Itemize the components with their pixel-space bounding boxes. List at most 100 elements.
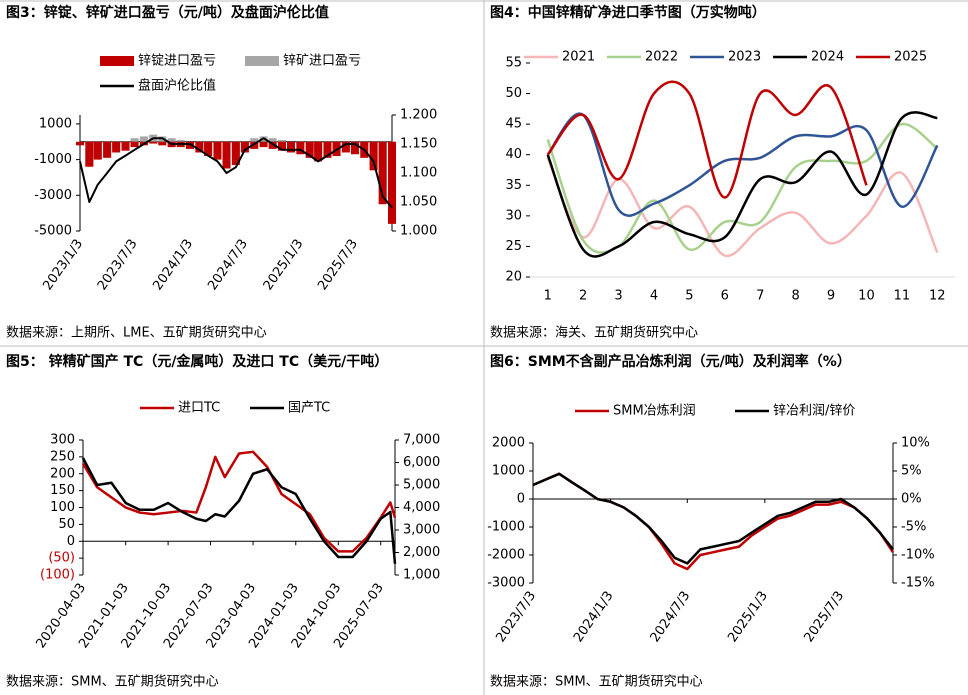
y-tick-label: 1000	[492, 464, 525, 479]
series-line	[546, 157, 939, 257]
legend-label: 国产TC	[288, 401, 330, 416]
bar	[277, 141, 286, 151]
y2-tick-label: 2,000	[403, 545, 440, 560]
x-tick-label: 2023/7/3	[95, 237, 141, 293]
series-line	[532, 472, 894, 565]
bar	[204, 141, 213, 157]
legend-label: 盘面沪伦比值	[138, 78, 216, 94]
chart-title: 图3：锌锭、锌矿进口盈亏（元/吨）及盘面沪伦比值	[6, 4, 329, 21]
legend-label: 2021	[562, 50, 595, 65]
x-tick-label: 2024/7/3	[205, 237, 251, 293]
y-tick-label: (50)	[48, 551, 75, 566]
bar	[130, 141, 139, 148]
bar	[103, 141, 112, 158]
x-tick-label: 3	[614, 289, 622, 304]
x-tick-label: 5	[685, 289, 693, 304]
y-tick-label: -3000	[487, 576, 525, 591]
y-tick-label: 55	[505, 56, 522, 71]
x-tick-label: 2	[579, 289, 587, 304]
x-tick-label: 6	[721, 289, 729, 304]
x-tick-label: 7	[756, 289, 764, 304]
y-tick-label: -3000	[34, 188, 72, 203]
bar	[158, 141, 167, 146]
y-tick-label: 2000	[492, 436, 525, 451]
x-tick-label: 4	[650, 289, 658, 304]
legend-label: 进口TC	[178, 401, 220, 416]
legend-label: 锌矿进口盈亏	[283, 54, 361, 69]
y-tick-label: -1000	[487, 520, 525, 535]
bar	[75, 141, 85, 146]
bar	[287, 141, 296, 153]
bar	[268, 141, 277, 149]
y2-tick-label: 0%	[901, 492, 922, 507]
x-tick-label: 2024/1/3	[150, 237, 196, 293]
legend-swatch	[100, 56, 134, 66]
y-tick-label: 50	[505, 86, 522, 101]
x-tick-label: 10	[858, 289, 875, 304]
y2-tick-label: 6,000	[403, 455, 440, 470]
x-tick-label: 2024/1/3	[571, 589, 617, 645]
bar	[130, 138, 139, 142]
bar	[250, 141, 259, 149]
source-note: 数据来源：上期所、LME、五矿期货研究中心	[6, 325, 267, 341]
bar	[195, 141, 204, 153]
x-tick-label: 2023/1/3	[40, 237, 86, 293]
bar	[149, 141, 158, 144]
y-tick-label: 150	[50, 483, 75, 498]
x-tick-label: 2024/7/3	[648, 589, 694, 645]
x-tick-label: 11	[894, 289, 911, 304]
bar	[259, 141, 268, 148]
source-note: 数据来源：海关、五矿期货研究中心	[490, 325, 698, 341]
legend-label: 2024	[811, 50, 844, 65]
y2-tick-label: 1.150	[400, 137, 437, 152]
bar	[93, 141, 102, 160]
bar	[314, 141, 323, 162]
y2-tick-label: 1.100	[400, 166, 437, 181]
bar	[341, 141, 350, 153]
y-tick-label: -1000	[34, 152, 72, 167]
x-tick-label: 2025/1/3	[261, 237, 307, 293]
legend-swatch	[245, 56, 279, 66]
bar	[268, 138, 277, 142]
legend-label: 2022	[645, 50, 678, 65]
y2-tick-label: 5,000	[403, 478, 440, 493]
legend-label: 2025	[894, 50, 927, 65]
bar	[121, 141, 130, 151]
x-tick-label: 2025/1/3	[725, 589, 771, 645]
chart-title: 图5： 锌精矿国产 TC（元/金属吨）及进口 TC（美元/干吨）	[6, 353, 388, 370]
y-tick-label: 30	[505, 208, 522, 223]
y2-tick-label: -15%	[901, 576, 935, 591]
y-tick-label: 20	[505, 270, 522, 285]
bar	[387, 141, 397, 224]
x-tick-label: 8	[791, 289, 799, 304]
x-tick-label: 2023/7/3	[493, 589, 539, 645]
y-tick-label: 200	[50, 466, 75, 481]
chart-title: 图6：SMM不含副产品冶炼利润（元/吨）及利润率（%）	[490, 353, 851, 370]
y-tick-label: 100	[50, 500, 75, 515]
series-line	[79, 137, 393, 209]
legend-label: SMM冶炼利润	[613, 404, 696, 419]
x-tick-label: 2025/7/3	[802, 589, 848, 645]
y-tick-label: 50	[58, 517, 75, 532]
y-tick-label: 0	[67, 534, 75, 549]
y2-tick-label: 7,000	[403, 433, 440, 448]
series-line	[81, 457, 397, 564]
chart-title: 图4：中国锌精矿净进口季节图（万实物吨）	[490, 4, 766, 21]
series-line	[546, 111, 938, 258]
y2-tick-label: 1,000	[403, 568, 440, 583]
y2-tick-label: 3,000	[403, 523, 440, 538]
x-tick-label: 1	[544, 289, 552, 304]
bar	[85, 141, 94, 167]
bar	[176, 139, 185, 142]
y-tick-label: -2000	[487, 548, 525, 563]
bar	[213, 141, 222, 160]
y2-tick-label: -10%	[901, 548, 935, 563]
bar	[277, 139, 286, 142]
legend-label: 2023	[728, 50, 761, 65]
bar	[369, 141, 378, 171]
bar	[350, 141, 359, 155]
legend-label: 锌冶利润/锌价	[773, 404, 855, 419]
y-tick-label: 35	[505, 178, 522, 193]
y2-tick-label: 1.050	[400, 195, 437, 210]
